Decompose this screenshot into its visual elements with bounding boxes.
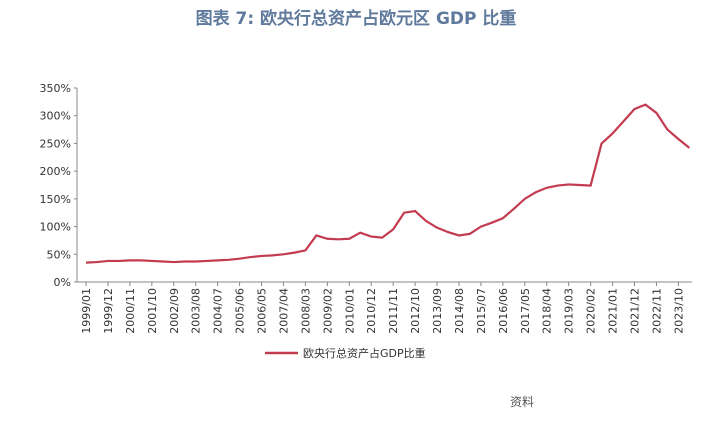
y-tick-label: 200% (40, 165, 71, 178)
x-tick-label: 2001/10 (146, 288, 159, 334)
x-tick-label: 1999/12 (102, 288, 115, 334)
x-tick-label: 2016/06 (497, 288, 510, 334)
x-tick-label: 2010/12 (365, 288, 378, 334)
x-tick-label: 2015/07 (475, 288, 488, 334)
y-tick-label: 300% (40, 110, 71, 123)
x-tick-label: 1999/01 (80, 288, 93, 334)
x-tick-label: 2004/07 (212, 288, 225, 334)
x-tick-label: 2007/04 (277, 288, 290, 334)
x-tick-label: 2021/01 (607, 288, 620, 334)
y-tick-label: 0% (54, 276, 71, 289)
x-tick-label: 2021/12 (629, 288, 642, 334)
x-tick-label: 2003/08 (190, 288, 203, 334)
y-tick-label: 350% (40, 82, 71, 95)
line (85, 103, 691, 264)
x-tick-label: 2012/10 (409, 288, 422, 334)
x-tick-label: 2009/02 (321, 288, 334, 334)
x-tick-label: 2002/09 (168, 288, 181, 334)
x-tick-label: 2018/04 (541, 288, 554, 334)
chart-title: 图表 7: 欧央行总资产占欧元区 GDP 比重 (196, 8, 517, 29)
x-tick-label: 2011/11 (387, 288, 400, 334)
y-tick-label: 50% (47, 248, 71, 261)
x-tick-label: 2006/05 (256, 288, 269, 334)
x-tick-label: 2014/08 (453, 288, 466, 334)
x-tick-label: 2000/11 (124, 288, 137, 334)
x-tick-label: 2017/05 (519, 288, 532, 334)
x-tick-label: 2020/02 (585, 288, 598, 334)
x-tick-label: 2019/03 (563, 288, 576, 334)
x-tick-label: 2022/11 (650, 288, 663, 334)
x-tick-label: 2005/06 (234, 288, 247, 334)
x-tick-label: 2008/03 (299, 288, 312, 334)
y-tick-label: 100% (40, 221, 71, 234)
x-tick-label: 2013/09 (431, 288, 444, 334)
source: 资料 (510, 395, 534, 409)
legend-label: 欧央行总资产占GDP比重 (303, 346, 426, 360)
x-tick-label: 2010/01 (343, 288, 356, 334)
y-tick-label: 250% (40, 137, 71, 150)
y-tick-label: 150% (40, 193, 71, 206)
x-tick-label: 2023/10 (672, 288, 685, 334)
